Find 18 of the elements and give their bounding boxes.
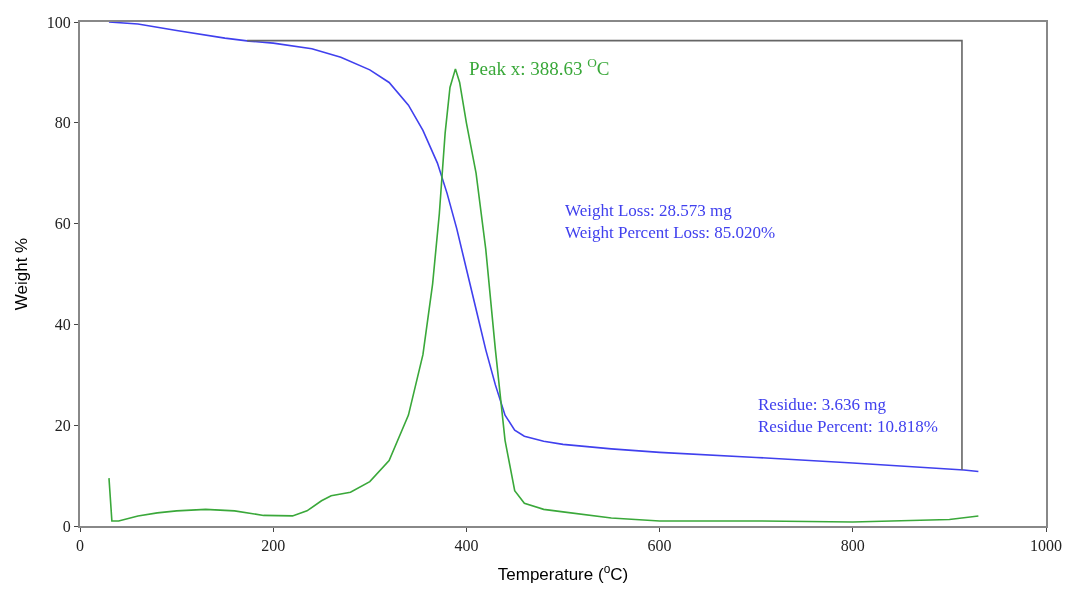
x-tick-label: 0	[76, 537, 84, 555]
x-axis-title: Temperature ($^{o}$C)	[497, 561, 629, 585]
y-tick-label: 20	[54, 416, 71, 434]
x-tick-label: 600	[647, 537, 672, 555]
annotation: Weight Loss: 28.573 mg Weight Percent Loss: 85.020%	[565, 201, 776, 243]
y-tick-label: 40	[54, 316, 71, 333]
x-tick-label: 1000	[1030, 537, 1062, 555]
x-tick-label: 800	[840, 537, 865, 555]
y-axis-title: Weight %	[11, 237, 31, 311]
annotation: Residue: 3.636 mg Residue Percent: 10.818%	[758, 395, 938, 437]
annotation: Peak x: 388.63 $^{O}$C	[469, 55, 610, 79]
line-series	[108, 22, 980, 473]
y-tick-label: 80	[54, 114, 71, 132]
y-tick-label: 0	[62, 517, 71, 535]
x-tick-label: 200	[261, 537, 286, 555]
y-tick-label: 60	[54, 215, 71, 233]
y-tick-label: 100	[46, 13, 71, 31]
x-tick-label: 400	[454, 537, 479, 555]
